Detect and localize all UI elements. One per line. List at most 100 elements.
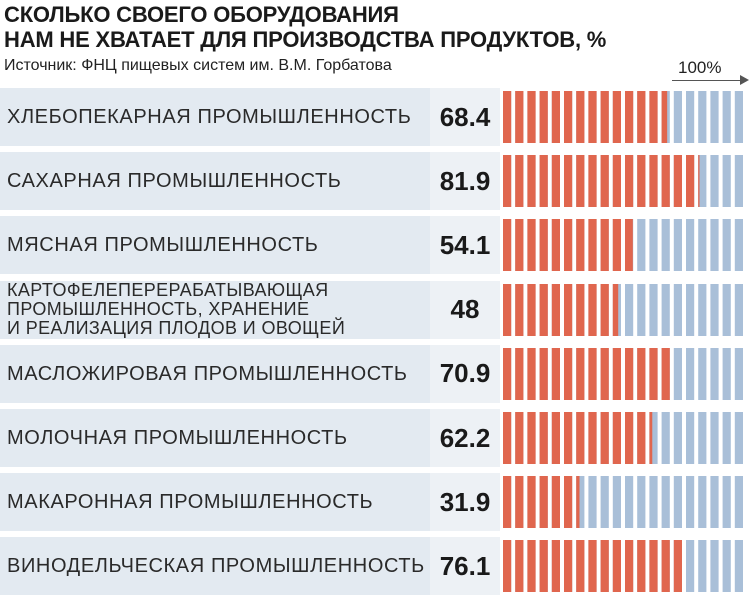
value-band <box>430 216 500 275</box>
filled-segment <box>600 347 609 400</box>
empty-segment <box>673 91 682 143</box>
filled-segment <box>637 155 646 208</box>
empty-segment <box>698 155 707 208</box>
empty-segment <box>734 540 743 593</box>
filled-segment <box>600 155 609 208</box>
label-band <box>0 88 430 146</box>
filled-segment <box>576 347 585 400</box>
bar-track <box>503 219 743 272</box>
empty-segment <box>649 412 658 464</box>
filled-segment <box>564 476 573 529</box>
value-label: 76.1 <box>439 550 491 581</box>
empty-segment <box>710 155 719 208</box>
label-band <box>0 216 430 275</box>
bar-svg <box>503 91 743 143</box>
bar-track <box>503 476 743 529</box>
filled-segment <box>539 219 548 272</box>
filled-segment <box>527 412 536 464</box>
value-label: 68.4 <box>439 101 491 132</box>
empty-segment <box>710 476 719 529</box>
bar-fill <box>503 347 670 400</box>
filled-segment <box>600 219 609 272</box>
filled-segment <box>686 155 695 208</box>
filled-segment <box>576 476 580 529</box>
filled-segment <box>515 219 524 272</box>
empty-segment <box>698 283 707 336</box>
chart-row: МОЛОЧНАЯ ПРОМЫШЛЕННОСТЬ 62.2 <box>0 409 750 467</box>
filled-segment <box>527 476 536 529</box>
bar-fill <box>503 219 633 272</box>
filled-segment <box>515 476 524 529</box>
filled-segment <box>564 283 573 336</box>
filled-segment <box>539 283 548 336</box>
filled-segment <box>612 283 619 336</box>
filled-segment <box>539 91 548 143</box>
bar-svg <box>503 219 743 272</box>
empty-segment <box>686 91 695 143</box>
filled-segment <box>649 412 653 464</box>
filled-segment <box>551 347 560 400</box>
empty-segment <box>612 476 621 529</box>
filled-segment <box>673 540 682 593</box>
filled-segment <box>588 283 597 336</box>
filled-segment <box>576 91 585 143</box>
empty-segment <box>649 476 658 529</box>
empty-segment <box>710 412 719 464</box>
filled-segment <box>539 540 548 593</box>
bar-fill <box>503 91 668 143</box>
chart-row: МЯСНАЯ ПРОМЫШЛЕННОСТЬ 54.1 <box>0 216 750 275</box>
empty-segment <box>673 476 682 529</box>
label-band <box>0 344 430 403</box>
value-band <box>430 473 500 532</box>
empty-segment <box>673 283 682 336</box>
empty-segment <box>686 476 695 529</box>
label-band <box>0 537 430 596</box>
filled-segment <box>661 347 670 400</box>
bar-svg <box>503 283 743 336</box>
empty-segment <box>698 540 707 593</box>
filled-segment <box>515 347 524 400</box>
empty-segment <box>686 540 695 593</box>
filled-segment <box>576 155 585 208</box>
empty-segment <box>710 91 719 143</box>
filled-segment <box>600 283 609 336</box>
empty-segment <box>734 412 743 464</box>
chart-title: СКОЛЬКО СВОЕГО ОБОРУДОВАНИЯ НАМ НЕ ХВАТА… <box>4 2 607 52</box>
filled-segment <box>576 283 585 336</box>
empty-segment <box>686 412 695 464</box>
filled-segment <box>515 91 524 143</box>
value-band <box>430 537 500 596</box>
filled-segment <box>551 540 560 593</box>
bar-track <box>503 540 743 593</box>
filled-segment <box>503 219 512 272</box>
filled-segment <box>515 283 524 336</box>
filled-segment <box>612 219 621 272</box>
filled-segment <box>515 540 524 593</box>
filled-segment <box>600 540 609 593</box>
filled-segment <box>503 540 512 593</box>
empty-segment <box>734 91 743 143</box>
filled-segment <box>564 91 573 143</box>
filled-segment <box>612 412 621 464</box>
filled-segment <box>539 412 548 464</box>
filled-segment <box>515 412 524 464</box>
empty-segment <box>722 476 731 529</box>
bar-fill <box>503 283 619 336</box>
bar-track <box>503 347 743 400</box>
filled-segment <box>551 155 560 208</box>
filled-segment <box>625 91 634 143</box>
bar-fill <box>503 540 682 593</box>
value-band <box>430 152 500 211</box>
chart-row: ВИНОДЕЛЬЧЕСКАЯ ПРОМЫШЛЕННОСТЬ 76.1 <box>0 537 750 596</box>
empty-segment <box>698 91 707 143</box>
value-label: 62.2 <box>439 422 491 453</box>
filled-segment <box>625 540 634 593</box>
category-label: МОЛОЧНАЯ ПРОМЫШЛЕННОСТЬ <box>7 427 348 449</box>
value-band <box>430 344 500 403</box>
bar-fill <box>503 412 653 464</box>
chart-row: МАСЛОЖИРОВАЯ ПРОМЫШЛЕННОСТЬ 70.9 <box>0 344 750 403</box>
filled-segment <box>527 347 536 400</box>
empty-segment <box>710 283 719 336</box>
empty-segment <box>698 347 707 400</box>
filled-segment <box>527 540 536 593</box>
